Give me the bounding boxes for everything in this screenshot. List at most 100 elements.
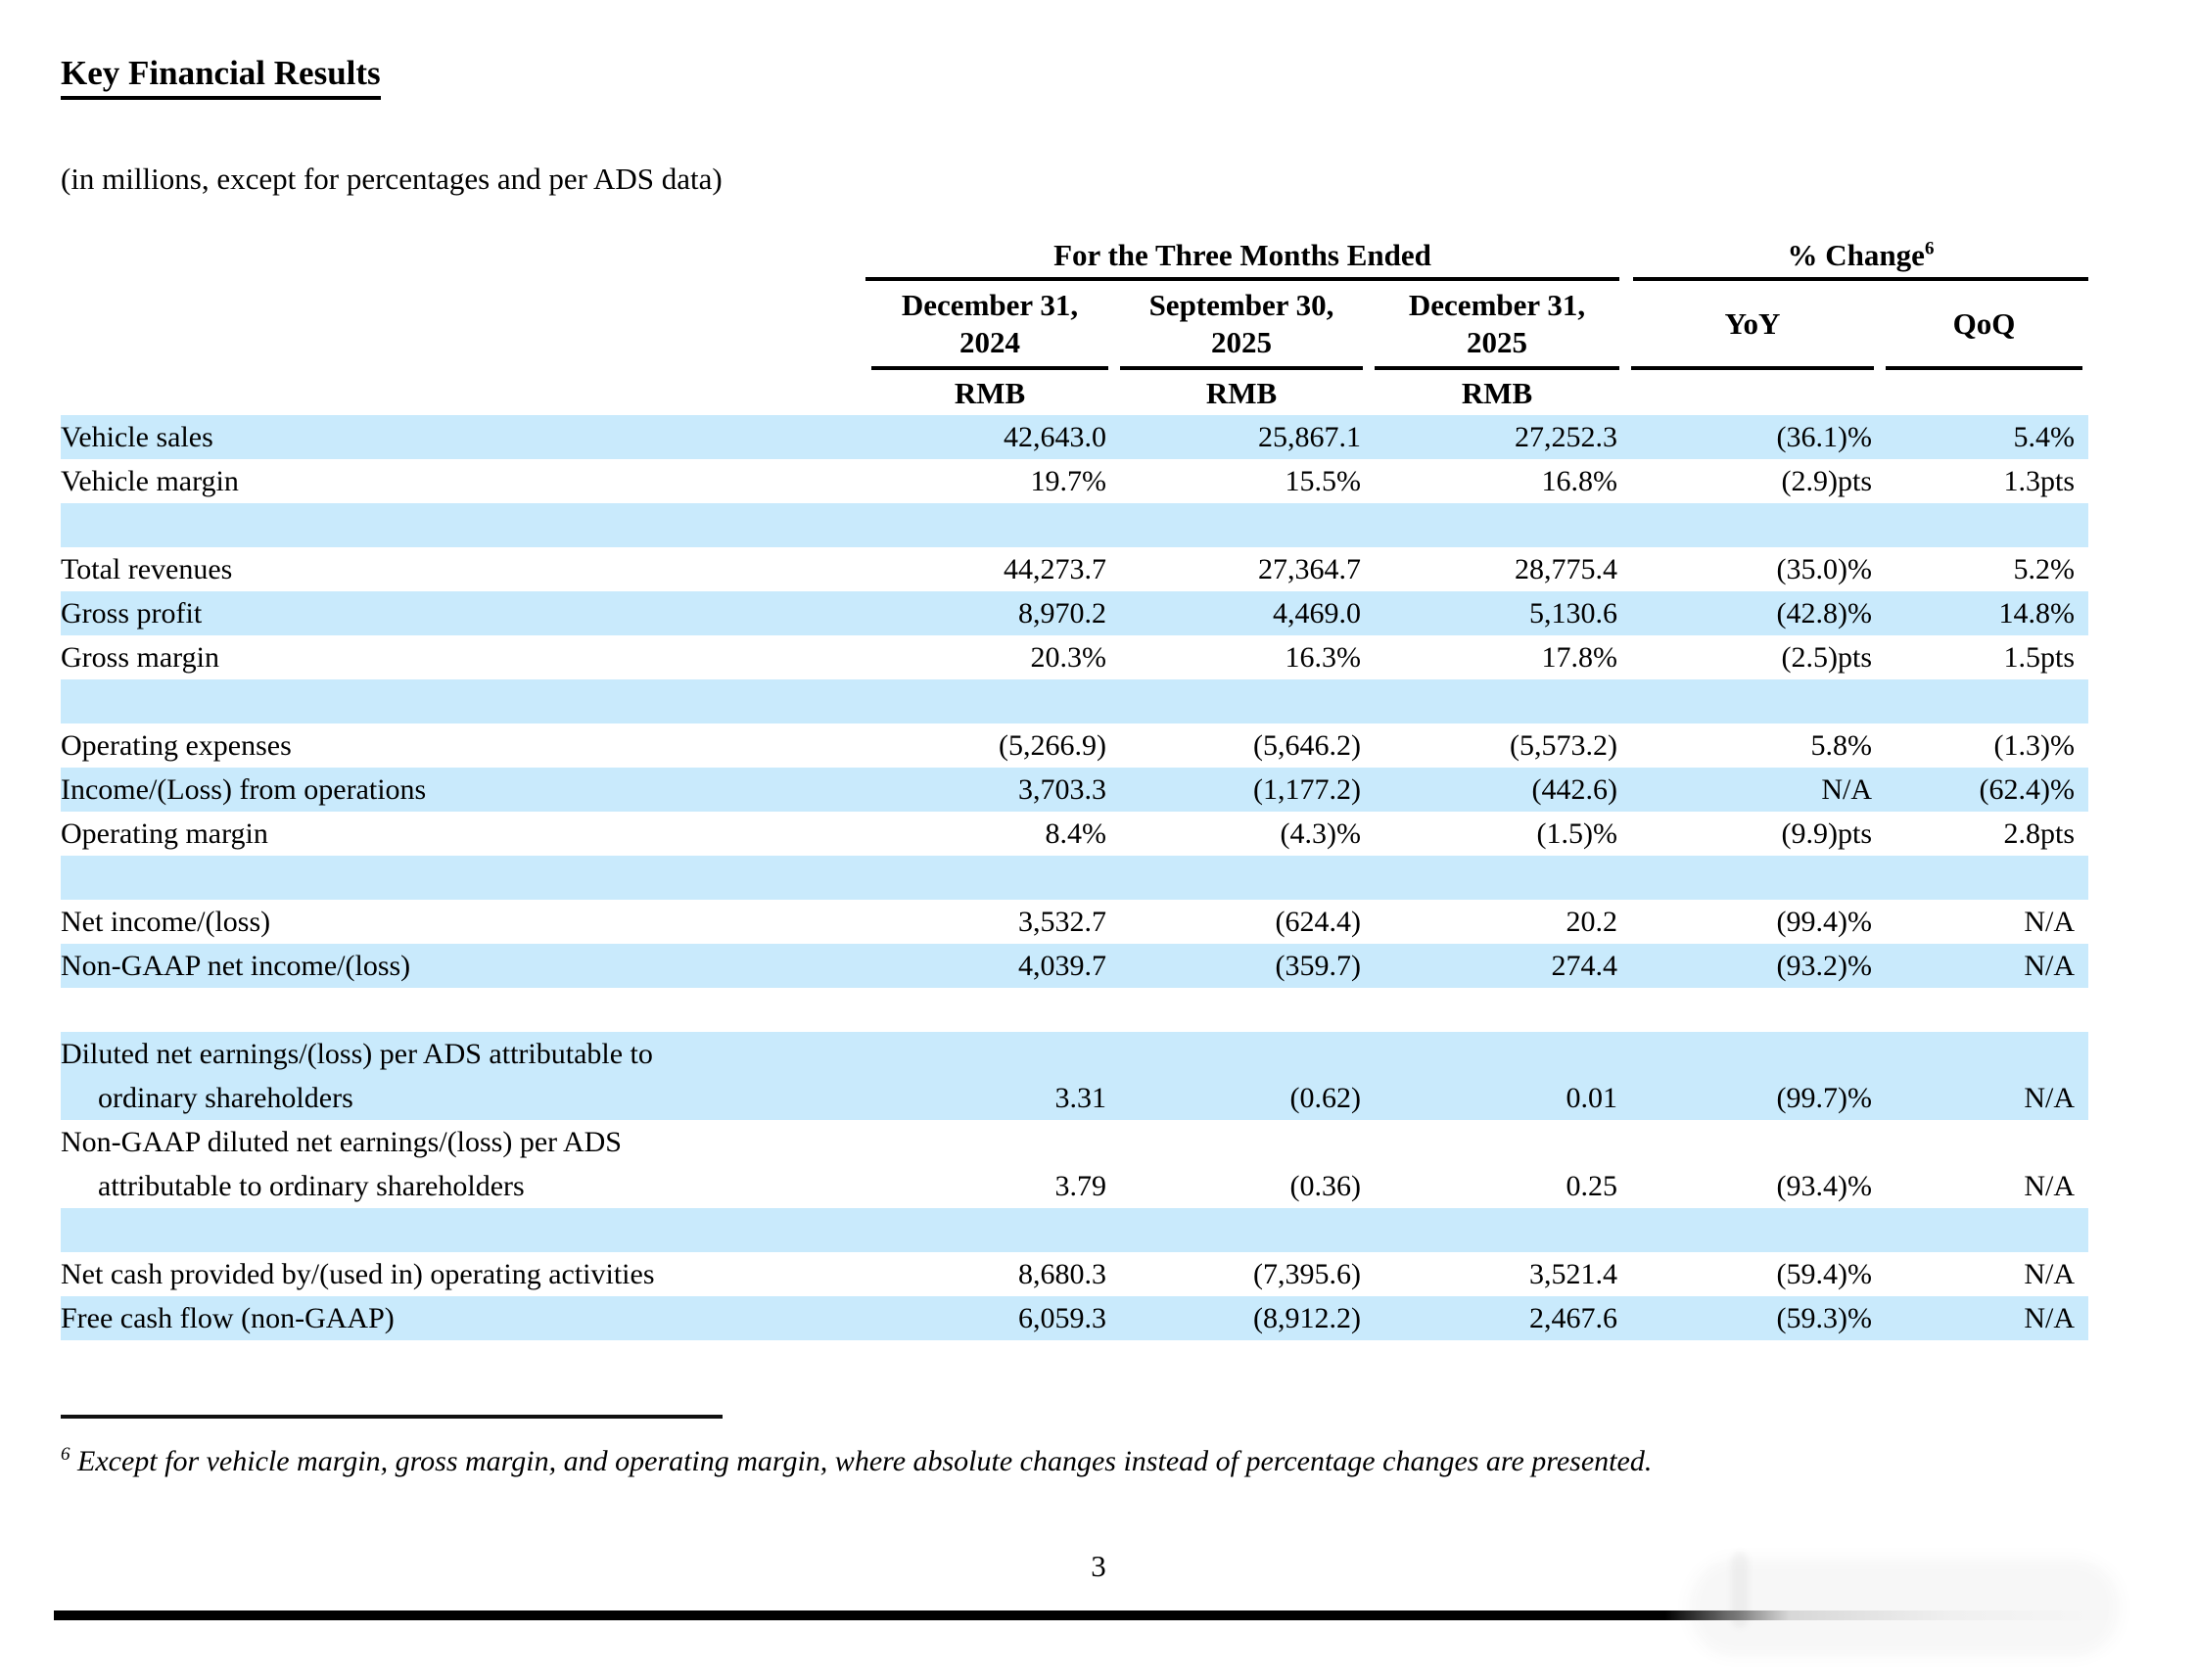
cell-value: (1,177.2)	[1253, 773, 1361, 807]
table-row: Vehicle sales 42,643.0 25,867.1 27,252.3 (36…	[61, 415, 2088, 460]
header-spacer-cell	[61, 281, 865, 371]
row-label: Gross margin	[61, 641, 219, 675]
cell-value: 16.8%	[1541, 465, 1618, 498]
table-body: Vehicle sales 42,643.0 25,867.1 27,252.3 (36…	[61, 415, 2088, 1341]
footnote: 6 Except for vehicle margin, gross margi…	[61, 1432, 2136, 1484]
cell-value: 3.79	[1054, 1170, 1107, 1203]
row-label: Operating expenses	[61, 729, 292, 763]
cell-value: N/A	[1821, 773, 1872, 807]
cell-value: 274.4	[1551, 950, 1618, 983]
table-row: Non-GAAP net income/(loss) 4,039.7 (359.7)…	[61, 944, 2088, 989]
row-label: Vehicle sales	[61, 421, 213, 454]
row-label: Diluted net earnings/(loss) per ADS attr…	[61, 1038, 653, 1115]
currency-label: RMB	[1461, 376, 1533, 411]
cell-value: 2.8pts	[2003, 817, 2075, 851]
cell-value: (42.8)%	[1776, 597, 1872, 630]
cell-value: (0.36)	[1289, 1170, 1361, 1203]
cell-value: 5.4%	[2013, 421, 2076, 454]
table-spacer-row	[61, 1208, 2088, 1253]
period-line2: 2024	[959, 325, 1020, 360]
cell-value: 4,039.7	[1018, 950, 1106, 983]
header-spacer-cell	[1880, 370, 2088, 415]
cell-value: (1.3)%	[1993, 729, 2075, 763]
cell-value: N/A	[2024, 1082, 2075, 1115]
period-line1: December 31,	[901, 287, 1079, 322]
cell-value: (99.7)%	[1776, 1082, 1872, 1115]
financial-table: For the Three Months Ended % Change6 Dec…	[61, 238, 2088, 1341]
row-label: Income/(Loss) from operations	[61, 773, 427, 807]
cell-value: 27,252.3	[1515, 421, 1617, 454]
cell-value: 1.3pts	[2003, 465, 2075, 498]
currency-label: RMB	[954, 376, 1026, 411]
row-label: Free cash flow (non-GAAP)	[61, 1302, 395, 1335]
col-group-label: For the Three Months Ended	[1053, 237, 1431, 272]
period-column-header: December 31, 2025	[1375, 281, 1619, 371]
cell-value: (9.9)pts	[1781, 817, 1873, 851]
table-spacer-row	[61, 679, 2088, 724]
cell-value: 5,130.6	[1529, 597, 1617, 630]
period-line1: September 30,	[1148, 287, 1334, 322]
cell-value: 44,273.7	[1004, 553, 1106, 586]
table-header-groups: For the Three Months Ended % Change6	[61, 238, 2088, 281]
cell-value: 3.31	[1054, 1082, 1107, 1115]
row-label: Gross profit	[61, 597, 203, 630]
period-line1: December 31,	[1408, 287, 1586, 322]
table-row: Free cash flow (non-GAAP) 6,059.3 (8,912.2…	[61, 1296, 2088, 1341]
cell-value: (5,646.2)	[1253, 729, 1361, 763]
cell-value: 17.8%	[1541, 641, 1618, 675]
cell-value: 27,364.7	[1258, 553, 1361, 586]
cell-value: (0.62)	[1289, 1082, 1361, 1115]
period-column-header: December 31, 2024	[871, 281, 1108, 371]
row-label: Non-GAAP net income/(loss)	[61, 950, 411, 983]
cell-value: N/A	[2024, 1302, 2075, 1335]
cell-value: 4,469.0	[1273, 597, 1361, 630]
cell-value: (62.4)%	[1979, 773, 2075, 807]
cell-value: (59.4)%	[1776, 1258, 1872, 1291]
cell-value: 3,703.3	[1018, 773, 1106, 807]
page-number: 3	[1091, 1549, 1106, 1583]
watermark-smudge	[1689, 1559, 2120, 1657]
cell-value: (35.0)%	[1776, 553, 1872, 586]
cell-value: (4.3)%	[1280, 817, 1361, 851]
table-spacer-row	[61, 503, 2088, 548]
header-spacer-cell	[61, 370, 865, 415]
row-label: Net cash provided by/(used in) operating…	[61, 1258, 655, 1291]
row-label: Non-GAAP diluted net earnings/(loss) per…	[61, 1126, 622, 1203]
col-group-percent-change: % Change6	[1633, 238, 2088, 281]
cell-value: 8,970.2	[1018, 597, 1106, 630]
cell-value: 2,467.6	[1529, 1302, 1617, 1335]
footnote-marker: 6	[61, 1444, 70, 1466]
cell-value: (5,266.9)	[999, 729, 1106, 763]
table-row: Non-GAAP diluted net earnings/(loss) per…	[61, 1120, 2088, 1208]
cell-value: 3,521.4	[1529, 1258, 1617, 1291]
cell-value: 28,775.4	[1515, 553, 1617, 586]
cell-value: N/A	[2024, 950, 2075, 983]
cell-value: 14.8%	[1998, 597, 2076, 630]
cell-value: 16.3%	[1285, 641, 1362, 675]
cell-value: (93.4)%	[1776, 1170, 1872, 1203]
cell-value: 25,867.1	[1258, 421, 1361, 454]
table-row: Operating expenses (5,266.9) (5,646.2) (5,5…	[61, 723, 2088, 768]
table-row: Gross margin 20.3% 16.3% 17.8% (2.5)pts 1.5pt…	[61, 635, 2088, 679]
header-spacer-cell	[1625, 370, 1880, 415]
cell-value: (7,395.6)	[1253, 1258, 1361, 1291]
table-row: Total revenues 44,273.7 27,364.7 28,775.4 (3…	[61, 547, 2088, 591]
footnote-reference: 6	[1924, 238, 1935, 259]
cell-value: 5.2%	[2013, 553, 2076, 586]
watermark-smudge-tick	[1731, 1552, 1749, 1628]
cell-value: (359.7)	[1275, 950, 1361, 983]
cell-value: 15.5%	[1285, 465, 1362, 498]
cell-value: 1.5pts	[2003, 641, 2075, 675]
cell-value: (5,573.2)	[1510, 729, 1617, 763]
cell-value: N/A	[2024, 906, 2075, 939]
row-label: Net income/(loss)	[61, 906, 271, 939]
cell-value: 20.3%	[1030, 641, 1107, 675]
cell-value: (442.6)	[1531, 773, 1617, 807]
cell-value: (1.5)%	[1536, 817, 1617, 851]
cell-value: 42,643.0	[1004, 421, 1106, 454]
cell-value: (99.4)%	[1776, 906, 1872, 939]
table-row: Operating margin 8.4% (4.3)% (1.5)% (9.9)pts…	[61, 812, 2088, 856]
cell-value: (2.5)pts	[1781, 641, 1873, 675]
footnote-separator-rule	[61, 1415, 723, 1420]
